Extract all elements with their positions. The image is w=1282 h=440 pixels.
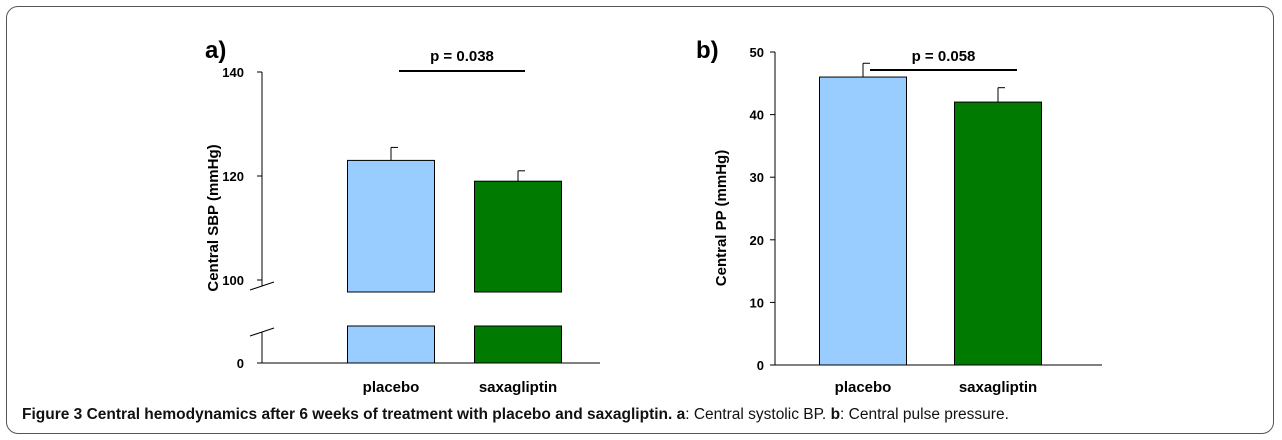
- bar-placebo: [819, 76, 907, 366]
- y-tick-label-0: 0: [237, 356, 244, 371]
- panel-label-a: a): [205, 37, 226, 64]
- caption-a-text: : Central systolic BP.: [685, 406, 831, 423]
- panel-label-b: b): [696, 37, 719, 64]
- caption-a-key: a: [676, 406, 686, 423]
- y-tick-label-140: 140: [222, 65, 244, 80]
- y-tick-label-40: 40: [750, 108, 764, 123]
- figure-frame: [6, 6, 1274, 434]
- caption-title: Figure 3 Central hemodynamics after 6 we…: [22, 406, 673, 423]
- bar-placebo-lower: [347, 325, 435, 364]
- x-tick-label-saxagliptin: saxagliptin: [479, 379, 557, 396]
- x-tick-label-saxagliptin: saxagliptin: [959, 379, 1037, 396]
- y-axis-label: Central PP (mmHg): [713, 150, 730, 286]
- y-tick-label-10: 10: [750, 295, 764, 310]
- figure-caption: Figure 3 Central hemodynamics after 6 we…: [22, 406, 1272, 424]
- bar-saxagliptin-lower: [474, 325, 562, 364]
- chart-panel-a: placebo saxagliptin 0 100 120 140 Central SBP …: [205, 37, 600, 396]
- y-tick-label-100: 100: [222, 273, 244, 288]
- x-tick-label-placebo: placebo: [835, 379, 892, 396]
- caption-b-key: b: [830, 406, 841, 423]
- y-tick-label-120: 120: [222, 169, 244, 184]
- axis-break-mark-upper: [249, 281, 275, 291]
- y-tick-label-0: 0: [757, 358, 764, 373]
- y-tick-label-20: 20: [750, 233, 764, 248]
- bar-saxagliptin: [954, 101, 1042, 366]
- caption-b-text: : Central pulse pressure.: [840, 406, 1009, 423]
- bar-saxagliptin: [474, 180, 562, 293]
- p-value-annotation: p = 0.058: [912, 48, 976, 65]
- x-tick-label-placebo: placebo: [363, 379, 420, 396]
- bar-placebo: [347, 159, 435, 293]
- y-tick-label-50: 50: [750, 45, 764, 60]
- y-tick-label-30: 30: [750, 170, 764, 185]
- y-axis-label: Central SBP (mmHg): [205, 144, 222, 291]
- axis-break-mark-lower: [249, 327, 275, 337]
- chart-panel-b: placebo saxagliptin 0 10 20 30 40 50 Central PP …: [696, 37, 1102, 396]
- p-value-annotation: p = 0.038: [430, 48, 494, 65]
